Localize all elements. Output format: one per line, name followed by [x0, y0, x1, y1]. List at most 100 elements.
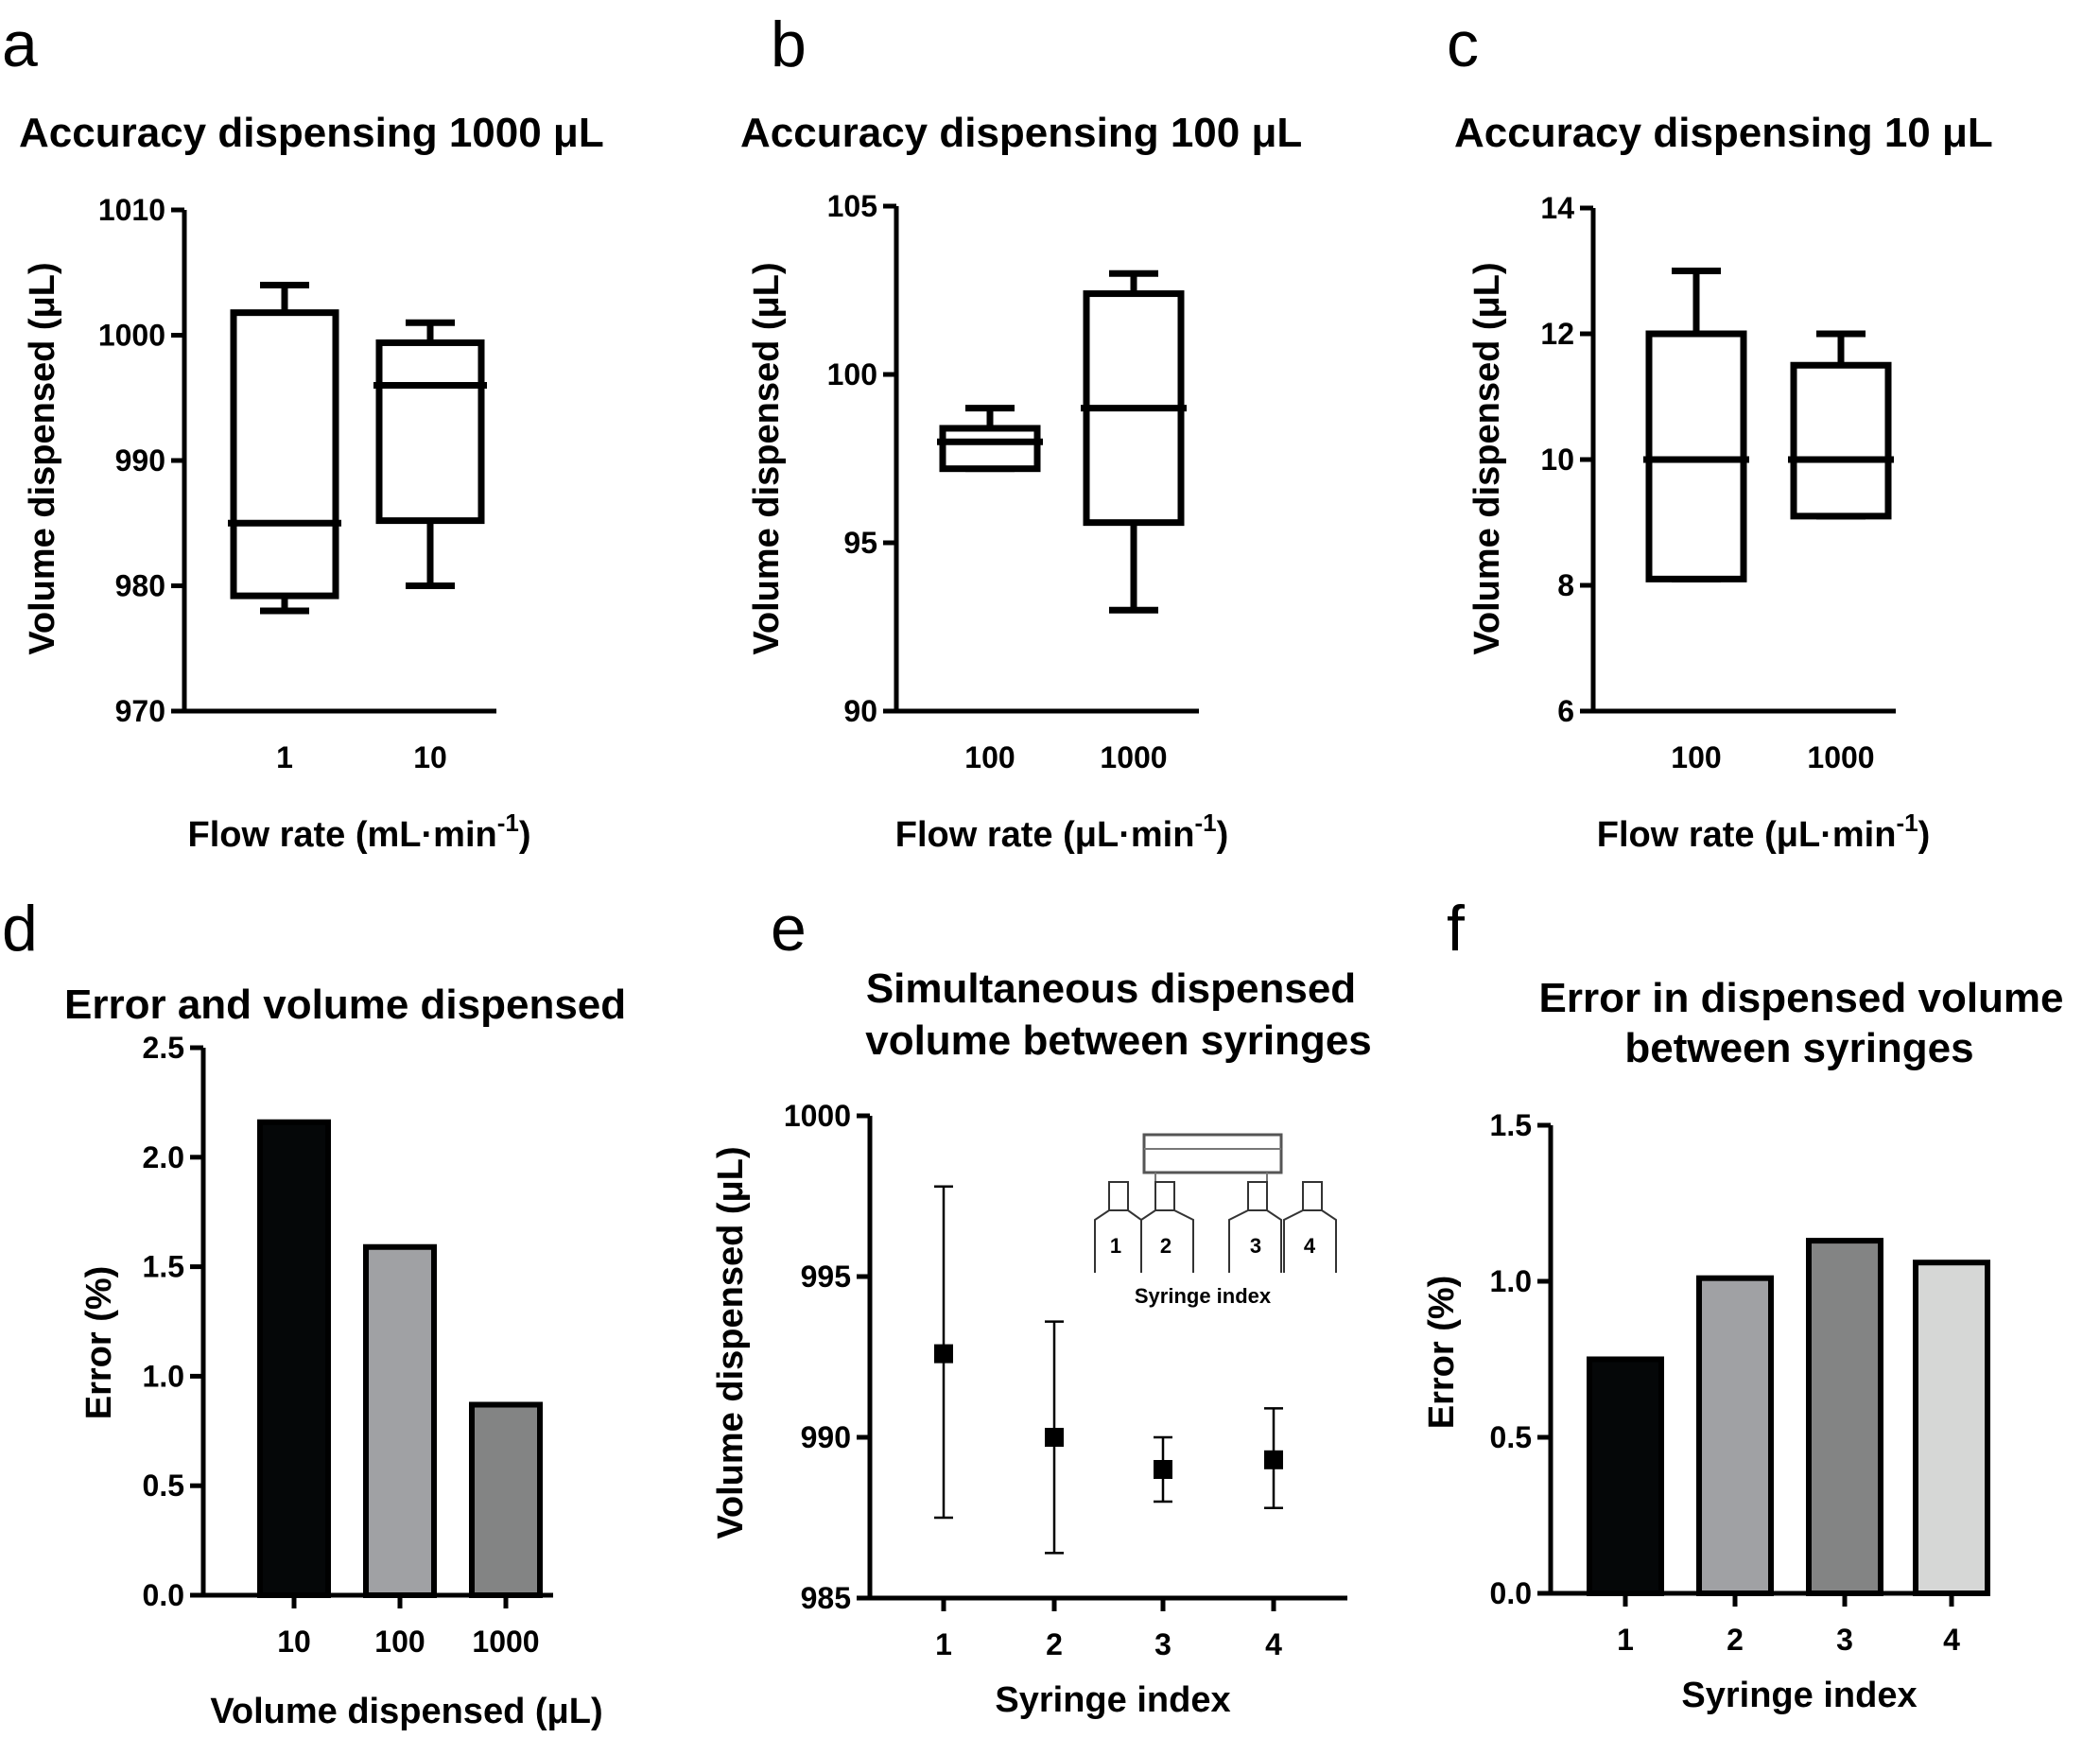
- bar-f-3: [1913, 1260, 1990, 1596]
- chart-title-f-line2: between syringes: [1624, 1025, 1973, 1071]
- x-tick-label-f-3: 4: [1943, 1623, 1960, 1657]
- panel-letter-d: d: [2, 893, 38, 965]
- x-tick-label-a-1: 10: [413, 740, 447, 774]
- y-tick-label-f-0: 0.0: [1490, 1576, 1532, 1610]
- y-tick-label-a-3: 1000: [98, 319, 165, 353]
- x-tick-label-c-0: 100: [1671, 740, 1721, 774]
- y-axis-label-f: Error (%): [1422, 1276, 1462, 1430]
- inset-label-3: 3: [1250, 1234, 1261, 1258]
- chart-title-e-line1: Simultaneous dispensed: [866, 965, 1356, 1012]
- x-tick-label-e-3: 4: [1265, 1627, 1282, 1661]
- x-axis-label-a-main: Flow rate (mL·min: [187, 815, 496, 855]
- chart-title-d: Error and volume dispensed: [64, 982, 626, 1028]
- inset-label-2: 2: [1160, 1234, 1171, 1258]
- x-tick-label-a-0: 1: [276, 740, 293, 774]
- x-tick-label-d-0: 10: [277, 1625, 311, 1659]
- plot-area-f: 0.0 0.5 1.0 1.5 1 2 3 4: [1490, 1108, 1990, 1657]
- y-tick-label-d-2: 1.0: [143, 1359, 184, 1393]
- y-axis-label-a: Volume dispensed (μL): [23, 262, 62, 654]
- x-axis-label-a: Flow rate (mL·min-1): [187, 808, 530, 855]
- y-tick-label-d-0: 0.0: [143, 1578, 184, 1612]
- panel-f: f Error in dispensed volume between syri…: [1422, 893, 2064, 1715]
- chart-title-a: Accuracy dispensing 1000 μL: [19, 110, 604, 156]
- y-tick-label-a-0: 970: [115, 694, 165, 728]
- inset-manifold: [1142, 1133, 1283, 1174]
- plot-area-a: 970 980 990 1000 1010 1 10: [98, 193, 496, 774]
- inset-syringe-2-body: [1140, 1209, 1194, 1273]
- panel-b: b Accuracy dispensing 100 μL Volume disp…: [740, 9, 1302, 855]
- panel-letter-e: e: [771, 893, 807, 965]
- panel-d: d Error and volume dispensed Error (%) V…: [2, 893, 626, 1731]
- bar-d-2: [469, 1401, 543, 1599]
- x-axis-label-b-main: Flow rate (μL·min: [895, 815, 1195, 855]
- panel-letter-f: f: [1447, 893, 1465, 965]
- chart-title-b: Accuracy dispensing 100 μL: [740, 110, 1302, 156]
- data-point-e-2: [1154, 1460, 1172, 1479]
- x-tick-label-e-0: 1: [935, 1627, 952, 1661]
- bar-f-2: [1806, 1238, 1883, 1596]
- box-c-1: [1790, 361, 1892, 520]
- y-tick-label-a-4: 1010: [98, 193, 165, 227]
- plot-area-b: 90 95 100 105 100 1000: [827, 189, 1199, 774]
- y-tick-label-f-1: 0.5: [1490, 1420, 1532, 1454]
- y-axis-label-d: Error (%): [79, 1266, 119, 1420]
- panel-letter-c: c: [1447, 9, 1479, 80]
- inset-syringe-4-body: [1283, 1209, 1337, 1273]
- bar-d-1: [363, 1243, 437, 1598]
- box-a-1: [375, 339, 485, 525]
- x-tick-label-e-2: 3: [1154, 1627, 1171, 1661]
- y-axis-label-b: Volume dispensed (μL): [747, 262, 787, 654]
- plot-area-e: 985 990 995 1000 1 2 3 4: [784, 1099, 1347, 1661]
- y-tick-label-b-3: 105: [827, 189, 877, 223]
- panel-a: a Accuracy dispensing 1000 μL Volume dis…: [2, 9, 604, 855]
- x-axis-label-c-sup: -1: [1896, 808, 1918, 837]
- inset-label-4: 4: [1304, 1234, 1316, 1258]
- y-tick-label-a-2: 990: [115, 443, 165, 478]
- box-a-0: [230, 309, 339, 600]
- x-tick-label-c-1: 1000: [1807, 740, 1874, 774]
- x-tick-label-d-1: 100: [374, 1625, 425, 1659]
- x-tick-label-f-2: 3: [1836, 1623, 1853, 1657]
- x-tick-label-d-2: 1000: [472, 1625, 539, 1659]
- y-tick-label-d-4: 2.0: [143, 1140, 184, 1174]
- plot-area-d: 0.0 0.5 1.0 1.5 2.0 2.5 10 100 1000: [143, 1031, 553, 1659]
- y-axis-label-e: Volume dispensed (μL): [711, 1146, 751, 1538]
- x-tick-label-f-0: 1: [1617, 1623, 1634, 1657]
- bar-d-0: [257, 1119, 331, 1599]
- chart-title-c: Accuracy dispensing 10 μL: [1454, 110, 1993, 156]
- y-tick-label-d-1: 0.5: [143, 1469, 184, 1503]
- y-tick-label-e-0: 985: [801, 1581, 851, 1615]
- x-tick-label-b-1: 1000: [1100, 740, 1167, 774]
- inset-label-1: 1: [1110, 1234, 1121, 1258]
- y-tick-label-a-1: 980: [115, 569, 165, 603]
- x-axis-label-b: Flow rate (μL·min-1): [895, 808, 1228, 855]
- data-point-e-0: [934, 1344, 953, 1364]
- x-axis-label-c-end: ): [1918, 815, 1931, 855]
- y-tick-label-d-5: 2.5: [143, 1031, 184, 1065]
- box-b-0: [939, 425, 1041, 473]
- x-axis-label-a-end: ): [519, 815, 531, 855]
- plot-area-c: 6 8 10 12 14 100 1000: [1540, 191, 1896, 774]
- inset-syringe-2-cap: [1154, 1181, 1175, 1211]
- x-tick-label-b-0: 100: [964, 740, 1015, 774]
- y-tick-label-b-2: 100: [827, 357, 877, 391]
- y-tick-label-e-2: 995: [801, 1260, 851, 1294]
- x-axis-label-a-sup: -1: [497, 808, 519, 837]
- chart-title-f-line1: Error in dispensed volume: [1538, 975, 2063, 1021]
- y-tick-label-e-1: 990: [801, 1420, 851, 1454]
- bar-f-0: [1587, 1356, 1664, 1596]
- y-tick-label-c-4: 14: [1540, 191, 1574, 225]
- y-tick-label-b-0: 90: [843, 694, 877, 728]
- syringe-inset: [1094, 1133, 1337, 1273]
- panel-letter-b: b: [771, 9, 807, 80]
- data-point-e-3: [1264, 1450, 1283, 1469]
- x-axis-label-e: Syringe index: [995, 1680, 1230, 1720]
- inset-syringe-1: [1094, 1181, 1142, 1273]
- x-axis-label-c-main: Flow rate (μL·min: [1597, 815, 1897, 855]
- y-tick-label-c-3: 12: [1540, 317, 1574, 351]
- inset-syringe-4-cap: [1302, 1181, 1323, 1211]
- x-axis-label-c: Flow rate (μL·min-1): [1597, 808, 1930, 855]
- x-tick-label-f-1: 2: [1727, 1623, 1744, 1657]
- y-tick-label-b-1: 95: [843, 526, 877, 560]
